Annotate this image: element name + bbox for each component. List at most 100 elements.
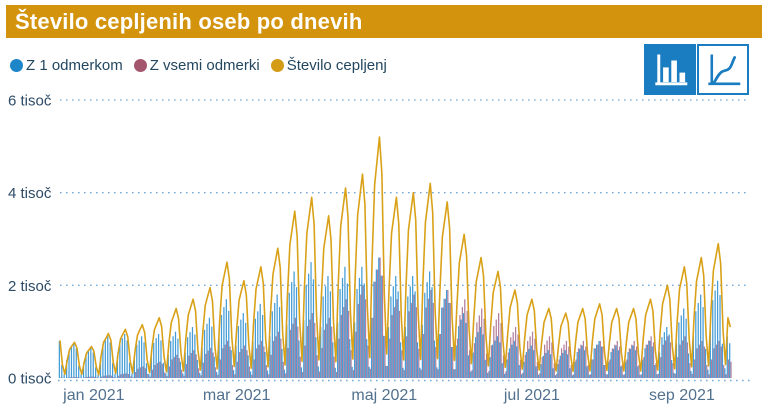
bar-first-dose[interactable] [216,371,218,378]
bar-all-doses[interactable] [640,374,643,378]
bar-all-doses[interactable] [510,337,512,378]
bar-all-doses[interactable] [553,363,555,378]
bar-first-dose[interactable] [240,319,242,378]
bar-all-doses[interactable] [118,375,120,378]
bar-first-dose[interactable] [172,336,174,378]
bar-first-dose[interactable] [288,292,290,378]
bar-first-dose[interactable] [332,342,334,378]
bar-all-doses[interactable] [435,346,437,378]
legend-item-total-vaccinations[interactable]: Število cepljenj [270,57,387,74]
bar-first-dose[interactable] [184,352,186,378]
bar-all-doses[interactable] [488,371,490,378]
bar-first-dose[interactable] [339,289,341,378]
bar-all-doses[interactable] [469,350,471,378]
bar-first-dose[interactable] [274,302,276,378]
bar-all-doses[interactable] [650,336,652,378]
bar-all-doses[interactable] [582,340,584,378]
line-chart-button[interactable] [697,44,749,95]
bar-all-doses[interactable] [311,313,313,378]
bar-all-doses[interactable] [655,363,657,378]
bar-all-doses[interactable] [648,340,650,378]
bar-first-dose[interactable] [528,348,530,378]
bar-first-dose[interactable] [177,338,179,378]
bar-first-dose[interactable] [557,364,559,378]
bar-all-doses[interactable] [565,340,568,378]
bar-first-dose[interactable] [131,373,133,378]
bar-all-doses[interactable] [190,352,192,378]
bar-first-dose[interactable] [504,373,506,378]
bar-first-dose[interactable] [489,357,491,378]
bar-all-doses[interactable] [139,367,142,378]
bar-all-doses[interactable] [570,365,572,378]
bar-first-dose[interactable] [724,368,726,378]
bar-first-dose[interactable] [92,352,94,378]
bar-first-dose[interactable] [579,348,581,378]
bar-first-dose[interactable] [651,346,653,378]
bar-all-doses[interactable] [616,340,618,378]
bar-first-dose[interactable] [363,283,365,378]
bar-first-dose[interactable] [477,332,479,378]
bar-first-dose[interactable] [436,367,438,378]
bar-all-doses[interactable] [483,318,485,378]
bar-first-dose[interactable] [307,273,310,378]
bar-first-dose[interactable] [687,353,690,378]
bar-first-dose[interactable] [303,320,305,378]
bar-all-doses[interactable] [275,336,277,378]
bar-all-doses[interactable] [723,365,725,378]
bar-first-dose[interactable] [312,279,315,378]
bar-all-doses[interactable] [318,371,321,378]
bar-all-doses[interactable] [166,376,168,378]
bar-all-doses[interactable] [495,319,497,378]
bar-all-doses[interactable] [270,354,272,378]
bar-first-dose[interactable] [107,336,109,378]
legend-item-all-doses[interactable]: Z vsemi odmerki [133,57,260,74]
bar-all-doses[interactable] [326,323,328,378]
bar-first-dose[interactable] [375,269,377,378]
bar-first-dose[interactable] [148,373,150,378]
bar-all-doses[interactable] [222,348,224,378]
bar-first-dose[interactable] [373,281,375,378]
bar-first-dose[interactable] [470,371,472,378]
bar-all-doses[interactable] [144,368,146,378]
bar-first-dose[interactable] [300,367,302,378]
bar-first-dose[interactable] [610,352,612,378]
bar-first-dose[interactable] [639,374,641,378]
bar-all-doses[interactable] [76,377,79,378]
bar-first-dose[interactable] [337,322,339,378]
bar-all-doses[interactable] [369,368,372,378]
bar-all-doses[interactable] [590,374,592,378]
bar-first-dose[interactable] [276,294,278,378]
bar-all-doses[interactable] [529,336,531,378]
bar-all-doses[interactable] [362,285,364,378]
bar-all-doses[interactable] [309,319,311,378]
bar-all-doses[interactable] [406,336,408,378]
bar-first-dose[interactable] [208,317,211,378]
bar-all-doses[interactable] [541,357,543,378]
bar-first-dose[interactable] [697,302,699,378]
bar-all-doses[interactable] [454,369,456,378]
bar-first-dose[interactable] [479,327,482,378]
bar-all-doses[interactable] [464,299,466,378]
bar-all-doses[interactable] [418,348,420,378]
bar-first-dose[interactable] [562,352,564,378]
bar-first-dose[interactable] [629,348,632,378]
bar-all-doses[interactable] [592,359,594,378]
bar-all-doses[interactable] [623,374,626,378]
bar-first-dose[interactable] [170,340,172,378]
bar-all-doses[interactable] [314,322,316,378]
bar-all-doses[interactable] [633,340,635,378]
bar-first-dose[interactable] [428,271,431,378]
bar-all-doses[interactable] [575,359,577,378]
bar-all-doses[interactable] [333,356,335,378]
bar-all-doses[interactable] [556,373,558,378]
bar-all-doses[interactable] [176,354,178,378]
bar-all-doses[interactable] [727,359,730,378]
bar-all-doses[interactable] [517,334,519,378]
bar-first-dose[interactable] [392,286,394,378]
bar-all-doses[interactable] [127,374,130,378]
bar-all-doses[interactable] [231,365,234,378]
bar-all-doses[interactable] [338,338,340,378]
bar-first-dose[interactable] [530,345,532,378]
bar-all-doses[interactable] [597,344,599,378]
bar-all-doses[interactable] [372,317,374,378]
